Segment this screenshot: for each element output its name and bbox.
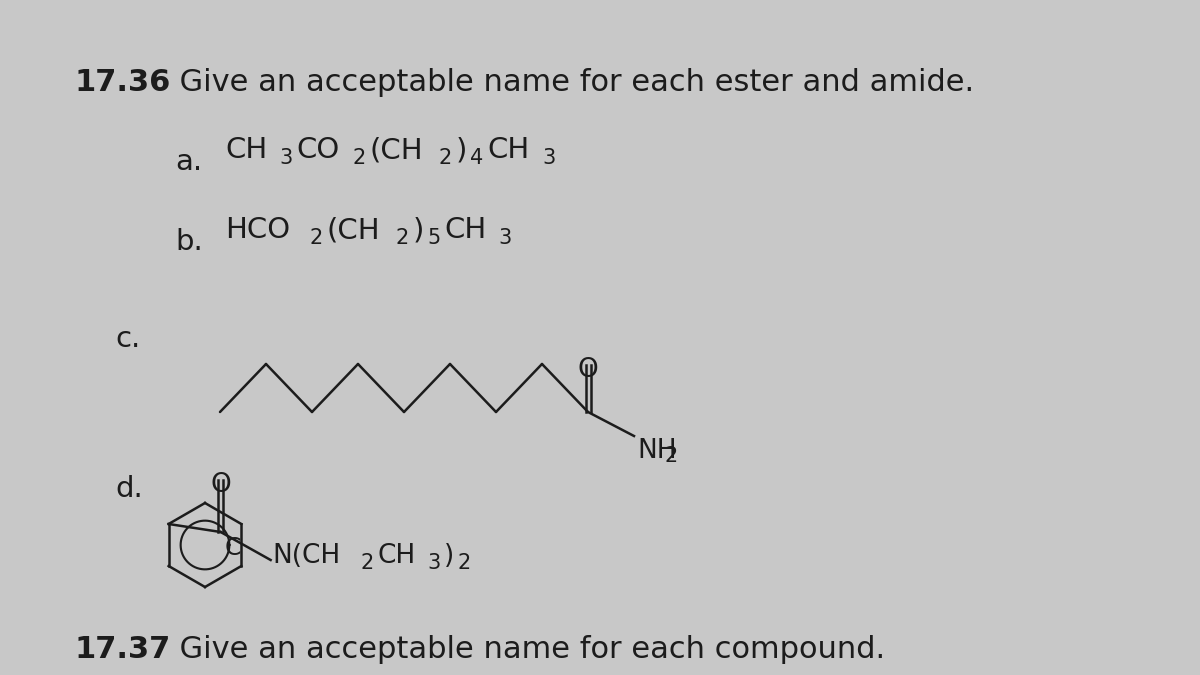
Text: (CH: (CH: [326, 216, 379, 244]
Text: C: C: [224, 536, 241, 560]
Text: c.: c.: [115, 325, 140, 353]
Text: 2: 2: [395, 228, 408, 248]
Text: CH: CH: [444, 216, 486, 244]
Text: 3: 3: [427, 553, 440, 573]
Text: O: O: [577, 357, 599, 383]
Text: (CH: (CH: [370, 136, 424, 164]
Text: 17.36: 17.36: [74, 68, 172, 97]
Text: Give an acceptable name for each ester and amide.: Give an acceptable name for each ester a…: [160, 68, 974, 97]
Text: 2: 2: [361, 553, 374, 573]
Text: NH: NH: [637, 438, 677, 464]
Text: 2: 2: [439, 148, 452, 168]
Text: 2: 2: [310, 228, 323, 248]
Text: d.: d.: [115, 475, 143, 503]
Text: 2: 2: [457, 553, 470, 573]
Text: 4: 4: [470, 148, 484, 168]
Text: CH: CH: [226, 136, 268, 164]
Text: ): ): [456, 136, 467, 164]
Text: a.: a.: [175, 148, 202, 176]
Text: CH: CH: [487, 136, 530, 164]
Text: CO: CO: [296, 136, 340, 164]
Text: Give an acceptable name for each compound.: Give an acceptable name for each compoun…: [160, 635, 886, 664]
Text: ): ): [413, 216, 424, 244]
Text: HCO: HCO: [226, 216, 290, 244]
Text: 2: 2: [665, 446, 678, 466]
Text: 17.37: 17.37: [74, 635, 172, 664]
Text: 3: 3: [280, 148, 293, 168]
Text: O: O: [210, 472, 232, 498]
Text: CH: CH: [378, 543, 416, 569]
Text: 5: 5: [427, 228, 440, 248]
Text: b.: b.: [175, 228, 203, 256]
Text: ): ): [444, 543, 455, 569]
Text: 2: 2: [353, 148, 366, 168]
Text: 3: 3: [499, 228, 512, 248]
Text: 3: 3: [542, 148, 556, 168]
Text: N(CH: N(CH: [272, 543, 341, 569]
